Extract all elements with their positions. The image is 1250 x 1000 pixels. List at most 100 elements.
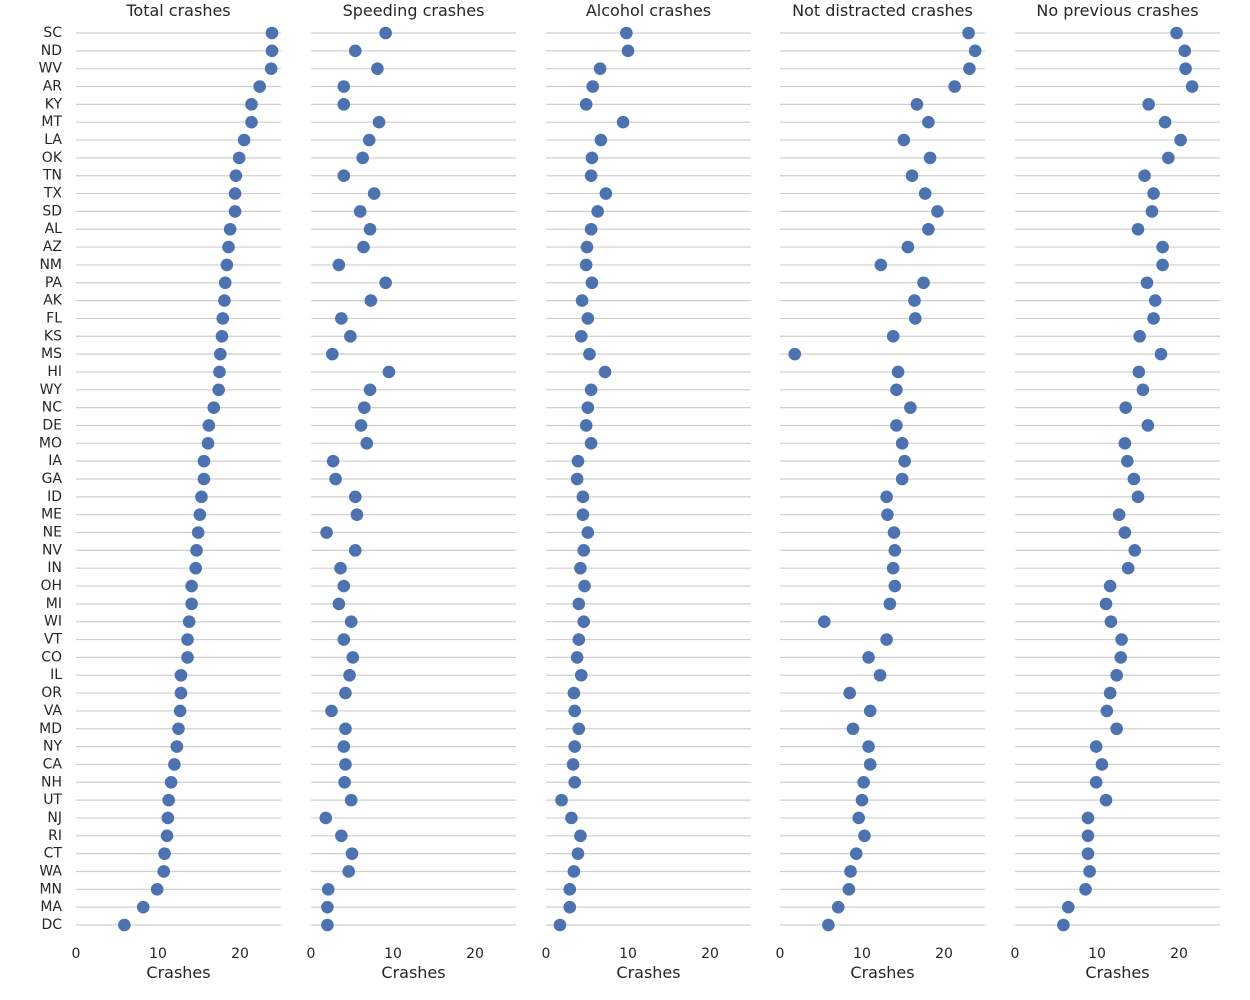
point-nh [568,775,581,789]
point-ia [898,454,911,468]
point-sc [962,26,975,40]
state-label-ut: UT [43,792,62,808]
point-nj [852,811,866,825]
point-az [580,240,594,254]
point-mt [922,115,935,129]
state-label-sd: SD [42,203,62,219]
point-de [202,419,216,432]
point-wv [1179,62,1192,75]
point-sc [1170,26,1183,40]
point-ky [337,98,351,111]
point-de [890,419,903,432]
state-label-mn: MN [39,881,62,897]
point-sd [353,205,367,218]
state-label-nv: NV [42,542,62,558]
point-mi [572,597,586,611]
point-wa [567,865,581,878]
point-nh [338,775,351,789]
point-tn [337,169,351,183]
point-pa [379,276,392,290]
point-hi [891,365,905,379]
point-la [237,133,251,147]
state-label-wv: WV [39,61,63,77]
point-sd [228,205,242,218]
point-mt [372,115,386,129]
point-nm [1156,258,1169,272]
point-nv [577,544,591,557]
point-nd [968,44,982,58]
state-label-fl: FL [46,310,62,326]
state-label-ak: AK [43,293,63,309]
point-vt [880,633,893,646]
point-ks [574,329,588,343]
state-label-hi: HI [47,364,62,380]
point-ri [160,829,174,843]
point-co [570,651,584,664]
state-label-ct: CT [44,846,63,862]
x-tick-label: 20 [701,946,719,962]
point-hi [213,365,226,379]
point-ny [568,740,581,753]
state-label-de: DE [42,417,62,433]
point-mt [616,115,630,129]
point-de [354,419,368,432]
point-md [846,722,860,736]
point-fl [335,312,348,325]
x-tick-label: 20 [935,946,953,962]
point-tn [229,169,243,183]
state-label-dc: DC [41,917,62,933]
state-label-ks: KS [44,328,62,344]
point-fl [216,312,230,325]
point-nj [1081,811,1095,825]
point-ca [566,758,580,771]
point-vt [181,633,194,646]
point-wv [963,62,976,75]
point-nm [332,258,346,272]
point-nm [874,258,888,272]
point-oh [185,579,198,593]
point-la [897,133,911,147]
point-oh [888,579,902,593]
point-wa [844,865,857,878]
state-label-al: AL [45,221,63,237]
point-co [1114,651,1128,664]
point-la [594,133,608,147]
point-ny [1089,740,1103,753]
point-ga [570,472,584,486]
point-va [325,704,338,718]
point-la [1174,133,1187,147]
x-tick-label: 0 [1011,946,1020,962]
point-ny [170,740,184,753]
point-md [1110,722,1123,736]
point-ok [356,151,369,165]
panel-title: Speeding crashes [343,1,485,20]
point-ar [337,80,351,93]
state-label-ga: GA [42,471,63,487]
point-sc [265,26,279,40]
point-co [862,651,875,664]
point-ky [579,98,593,111]
point-pa [218,276,232,290]
point-ga [329,472,342,486]
point-id [348,490,362,504]
state-label-nm: NM [39,257,62,273]
point-ok [232,151,246,165]
state-label-ne: NE [43,525,62,541]
point-nc [904,401,917,414]
point-wy [212,383,225,397]
point-dc [118,918,131,932]
point-ky [1142,98,1155,111]
state-label-ca: CA [43,756,63,772]
point-pa [585,276,599,290]
point-wi [577,615,591,629]
point-ca [168,758,181,771]
point-ia [571,454,585,468]
point-mn [842,883,856,896]
point-ak [575,294,589,307]
point-nj [161,811,175,825]
point-ks [886,329,900,343]
state-label-co: CO [41,649,62,665]
point-or [1103,686,1117,700]
point-or [843,686,856,700]
